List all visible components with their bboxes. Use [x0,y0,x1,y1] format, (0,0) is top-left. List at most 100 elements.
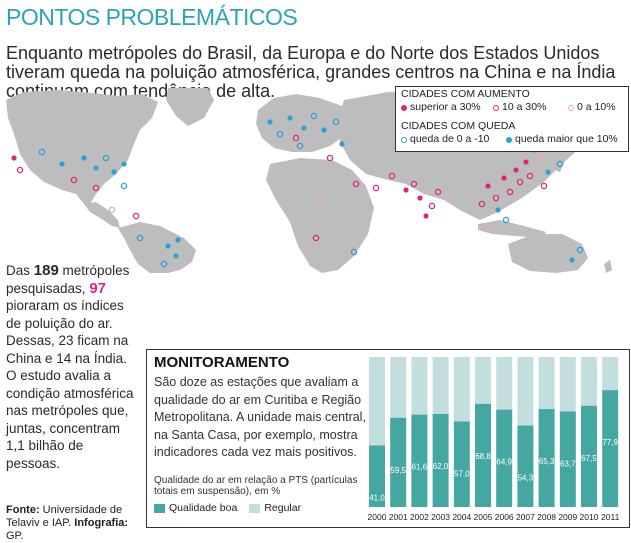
city-dot [506,188,514,196]
city-dot [316,192,324,200]
city-dot [11,155,17,161]
ring-blue-dot-icon [401,136,407,143]
legend-label: superior a 30% [410,101,481,113]
bar-regular-2005 [475,357,491,404]
city-dot [403,187,409,193]
bar-good-2008 [538,409,555,507]
bar-good-2011 [602,390,619,507]
continent-greenland [166,88,214,126]
city-dot [428,202,436,210]
city-dot [160,260,168,268]
city-dot [556,160,564,168]
city-dot [492,194,500,202]
city-dot [165,243,171,249]
year-tick-2000: 2000 [368,512,387,522]
value-label-2007: 54,3 [518,474,534,483]
legend-increase-heading: CIDADES COM AUMENTO [401,88,530,100]
city-dot [434,188,442,196]
year-tick-2011: 2011 [601,512,620,522]
value-label-2003: 62,0 [433,462,449,471]
bar-regular-2001 [390,357,407,418]
city-dot [287,115,293,121]
bar-good-2005 [475,403,491,507]
city-dot [173,253,179,259]
panel-text: São doze as estações que avaliam a quali… [154,375,366,459]
year-tick-2006: 2006 [495,512,514,522]
city-dot [296,142,304,150]
city-dot [526,172,534,180]
city-dot [339,141,345,147]
city-dot [485,183,491,189]
chart-legend: Qualidade boa Regular [154,502,301,514]
city-dot [501,175,507,181]
city-dot [352,180,360,188]
year-tick-2010: 2010 [580,512,599,522]
source-credit: Fonte: Universidade de Telaviv e IAP. In… [6,504,146,543]
filled-pink-dot-icon [401,104,407,111]
continent-new-zealand [604,260,612,273]
side-text-part: Das [6,263,34,278]
city-dot [576,246,584,254]
city-dot [332,118,340,126]
bar-good-2003 [432,414,449,507]
side-text: Das 189 metrópoles pesquisadas, 97 piora… [6,262,141,472]
value-label-2010: 67,5 [581,454,597,463]
air-quality-chart: 41,0 2000 59,5 2001 61,6 2002 62,0 2003 57,0 2004… [368,357,620,522]
legend-item-decrease-above-10: queda maior que 10% [506,133,618,146]
city-dot [120,182,128,190]
bar-good-2006 [496,409,513,507]
legend-good-label: Qualidade boa [169,502,238,514]
year-tick-2009: 2009 [558,512,577,522]
bar-regular-2004 [453,357,470,422]
city-dot [59,161,65,167]
year-tick-2003: 2003 [431,512,450,522]
city-dot [321,127,327,133]
value-label-2000: 41,0 [369,494,385,503]
city-dot [121,161,127,167]
city-dot [132,212,140,220]
city-dot [16,166,24,174]
value-label-2008: 65,3 [539,457,555,466]
year-tick-2002: 2002 [410,512,429,522]
city-dot [102,154,110,162]
city-dot [536,154,544,162]
chart-caption: Qualidade do ar em relação a PTS (partíc… [154,475,358,497]
bar-good-2007 [517,425,534,507]
bar-regular-2010 [581,357,597,406]
continent-north-america [6,90,158,204]
city-dot [486,224,494,232]
city-dot [545,169,551,175]
bar-regular-2008 [538,357,555,410]
city-dot [478,200,486,208]
city-dot [423,213,429,219]
city-dot [350,248,358,256]
city-dot [495,207,501,213]
page-title: PONTOS PROBLEMÁTICOS [6,4,298,30]
year-tick-2007: 2007 [516,512,535,522]
bar-regular-2011 [602,357,619,391]
bar-regular-2007 [517,357,534,426]
credit-text: GP. [6,530,24,542]
city-dot [292,134,300,142]
bar-good-2009 [559,411,576,507]
bar-good-2002 [411,414,428,507]
city-dot [267,119,273,125]
city-dot [111,169,117,175]
city-dot [81,155,87,161]
city-dot [326,154,334,162]
legend-decrease-heading: CIDADES COM QUEDA [401,120,516,132]
bar-regular-2002 [411,357,428,415]
continent-africa [266,158,374,273]
city-dot [444,194,452,202]
city-dot [410,180,418,188]
legend-regular-label: Regular [264,502,302,514]
city-dot [417,195,423,201]
city-dot [38,148,46,156]
city-dot [516,178,524,186]
continent-central-america [84,202,120,228]
year-tick-2001: 2001 [389,512,408,522]
year-tick-2005: 2005 [474,512,493,522]
bar-good-2001 [390,417,407,507]
legend-item-10-30: 10 a 30% [493,101,546,114]
value-label-2002: 61,6 [412,463,428,472]
